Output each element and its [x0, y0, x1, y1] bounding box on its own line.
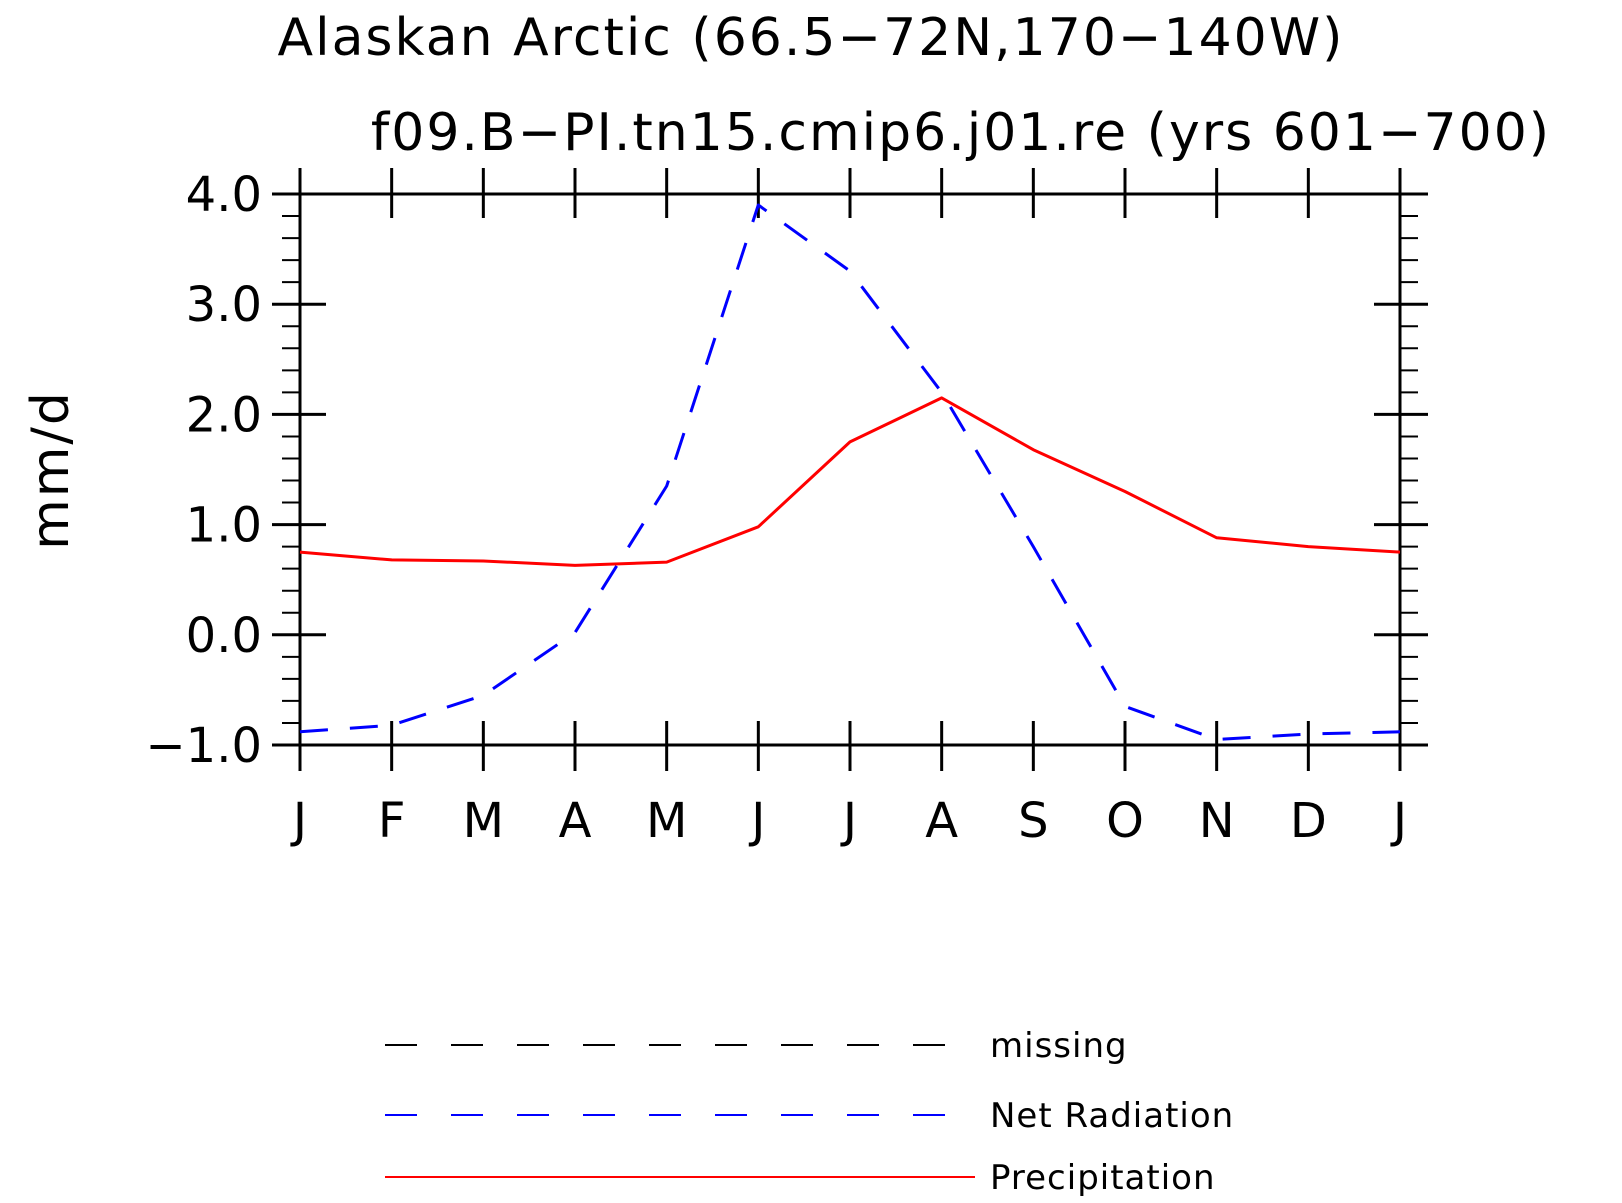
y-tick-label: 1.0 [186, 498, 262, 554]
x-tick-label: M [463, 793, 504, 849]
series-line-net-radiation [299, 203, 1401, 741]
x-tick-label: J [840, 793, 857, 849]
y-axis-label: mm/d [21, 390, 81, 550]
series-line-precipitation [299, 396, 1401, 567]
x-tick-label: M [646, 793, 687, 849]
x-tick-label: J [748, 793, 765, 849]
y-tick-label: 4.0 [186, 167, 262, 223]
x-tick-label: A [925, 793, 958, 849]
x-tick-label: F [378, 793, 406, 849]
x-tick-label: O [1106, 793, 1144, 849]
x-tick-label: J [1390, 793, 1407, 849]
chart-title: Alaskan Arctic (66.5−72N,170−140W) [278, 8, 1345, 68]
legend-label: Precipitation [990, 1158, 1216, 1198]
y-tick-label: −1.0 [145, 718, 262, 774]
y-tick-label: 0.0 [186, 608, 262, 664]
y-tick-label: 2.0 [186, 387, 262, 443]
plot-area: J F M A M J J A S O N D J−1.00.01.02.03.04.0 [145, 167, 1428, 849]
legend: missing Net Radiation Precipitation [385, 1026, 1234, 1198]
x-tick-label: A [559, 793, 592, 849]
y-tick-label: 3.0 [186, 277, 262, 333]
legend-label: Net Radiation [990, 1096, 1234, 1136]
plot-frame [298, 192, 1402, 747]
x-tick-label: D [1290, 793, 1327, 849]
x-tick-label: S [1018, 793, 1048, 849]
x-tick-label: J [290, 793, 307, 849]
chart-subtitle: f09.B−PI.tn15.cmip6.j01.re (yrs 601−700) [371, 103, 1551, 163]
legend-label: missing [990, 1026, 1128, 1066]
x-tick-label: N [1199, 793, 1235, 849]
